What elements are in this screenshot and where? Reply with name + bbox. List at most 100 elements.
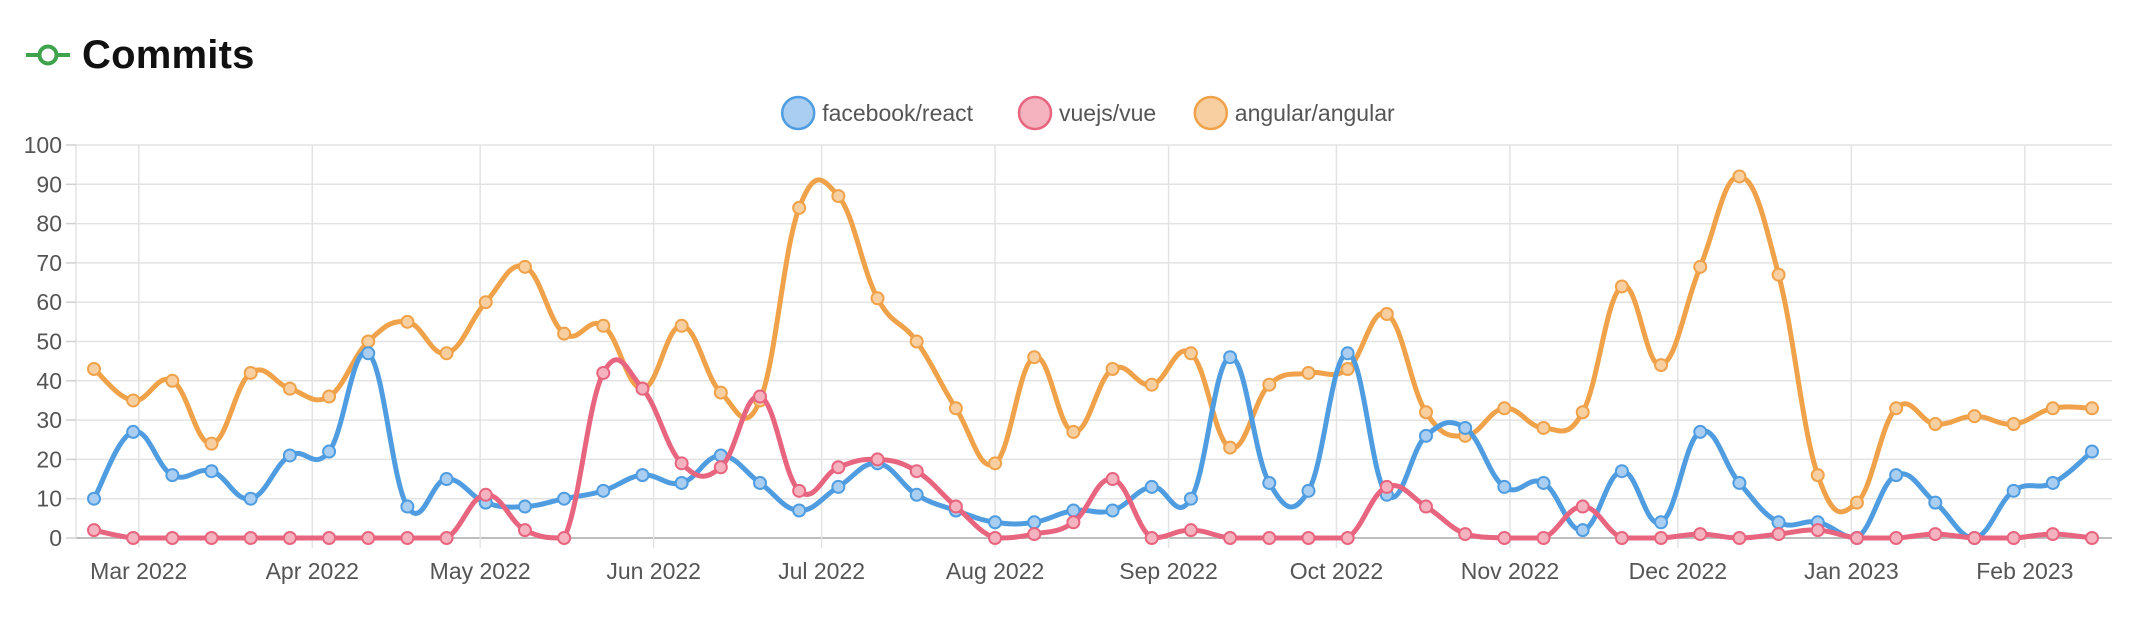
data-point[interactable] (909, 464, 924, 479)
data-point[interactable] (439, 472, 454, 487)
data-point[interactable] (1301, 531, 1316, 545)
data-point[interactable] (635, 468, 650, 483)
data-point[interactable] (2006, 483, 2021, 498)
data-point[interactable] (1614, 531, 1629, 545)
data-point[interactable] (1654, 358, 1669, 373)
data-point[interactable] (792, 503, 807, 518)
data-point[interactable] (1614, 464, 1629, 479)
data-point[interactable] (557, 326, 572, 341)
data-point[interactable] (1419, 405, 1433, 420)
data-point[interactable] (282, 381, 297, 396)
data-point[interactable] (282, 531, 297, 545)
data-point[interactable] (948, 401, 963, 416)
data-point[interactable] (988, 515, 1003, 530)
data-point[interactable] (1771, 267, 1786, 282)
data-point[interactable] (2045, 401, 2060, 416)
data-point[interactable] (1419, 499, 1433, 514)
data-point[interactable] (1183, 523, 1198, 538)
data-point[interactable] (948, 499, 963, 514)
data-point[interactable] (87, 523, 101, 538)
data-point[interactable] (1223, 440, 1238, 455)
data-point[interactable] (674, 318, 689, 333)
data-point[interactable] (204, 464, 219, 479)
data-point[interactable] (517, 259, 532, 274)
data-point[interactable] (1889, 468, 1904, 483)
data-point[interactable] (596, 483, 611, 498)
data-point[interactable] (1262, 475, 1277, 490)
data-point[interactable] (204, 436, 219, 451)
data-point[interactable] (439, 346, 454, 361)
data-point[interactable] (165, 531, 180, 545)
data-point[interactable] (1497, 401, 1512, 416)
data-point[interactable] (1027, 515, 1042, 530)
data-point[interactable] (713, 460, 728, 475)
data-point[interactable] (1458, 527, 1473, 542)
data-point[interactable] (988, 531, 1003, 545)
data-point[interactable] (1066, 424, 1081, 439)
data-point[interactable] (400, 314, 415, 329)
data-point[interactable] (2045, 527, 2060, 542)
data-point[interactable] (2085, 531, 2099, 545)
data-point[interactable] (1654, 515, 1669, 530)
data-point[interactable] (1144, 479, 1159, 494)
data-point[interactable] (478, 487, 493, 502)
data-point[interactable] (792, 483, 807, 498)
data-point[interactable] (1183, 491, 1198, 506)
data-point[interactable] (400, 531, 415, 545)
data-point[interactable] (1105, 503, 1120, 518)
data-point[interactable] (1732, 531, 1747, 545)
data-point[interactable] (1262, 531, 1277, 545)
data-point[interactable] (2006, 417, 2021, 432)
data-point[interactable] (1536, 531, 1551, 545)
data-point[interactable] (2006, 531, 2021, 545)
data-point[interactable] (1144, 377, 1159, 392)
data-point[interactable] (1967, 409, 1982, 424)
data-point[interactable] (126, 424, 141, 439)
data-point[interactable] (596, 318, 611, 333)
data-point[interactable] (1849, 531, 1864, 545)
data-point[interactable] (909, 487, 924, 502)
data-point[interactable] (1575, 523, 1590, 538)
data-point[interactable] (1105, 362, 1120, 377)
data-point[interactable] (674, 456, 689, 471)
data-point[interactable] (243, 491, 258, 506)
data-point[interactable] (1771, 515, 1786, 530)
data-point[interactable] (400, 499, 415, 514)
data-point[interactable] (1262, 377, 1277, 392)
data-point[interactable] (1340, 362, 1355, 377)
data-point[interactable] (361, 346, 376, 361)
data-point[interactable] (243, 531, 258, 545)
data-point[interactable] (478, 295, 493, 310)
data-point[interactable] (87, 491, 101, 506)
data-point[interactable] (596, 365, 611, 380)
data-point[interactable] (1771, 527, 1786, 542)
data-point[interactable] (753, 389, 767, 404)
legend[interactable]: facebook/react vuejs/vue angular/angular (780, 95, 1395, 131)
data-point[interactable] (1027, 527, 1042, 542)
data-point[interactable] (1732, 475, 1747, 490)
data-point[interactable] (282, 448, 297, 463)
data-point[interactable] (674, 475, 689, 490)
data-point[interactable] (165, 373, 180, 388)
data-point[interactable] (1027, 350, 1042, 365)
data-point[interactable] (439, 531, 454, 545)
data-point[interactable] (1458, 420, 1473, 435)
data-point[interactable] (87, 362, 101, 377)
data-point[interactable] (1810, 468, 1825, 483)
data-point[interactable] (792, 200, 807, 215)
data-point[interactable] (1536, 420, 1551, 435)
data-point[interactable] (1340, 346, 1355, 361)
data-point[interactable] (1144, 531, 1159, 545)
data-point[interactable] (361, 334, 376, 349)
data-point[interactable] (1654, 531, 1669, 545)
data-point[interactable] (1340, 531, 1355, 545)
data-point[interactable] (1497, 479, 1512, 494)
data-point[interactable] (322, 444, 337, 459)
data-point[interactable] (1732, 169, 1747, 184)
data-point[interactable] (1928, 527, 1943, 542)
data-point[interactable] (1497, 531, 1512, 545)
data-point[interactable] (2085, 401, 2099, 416)
data-point[interactable] (1889, 531, 1904, 545)
data-point[interactable] (1693, 259, 1708, 274)
data-point[interactable] (1223, 350, 1238, 365)
